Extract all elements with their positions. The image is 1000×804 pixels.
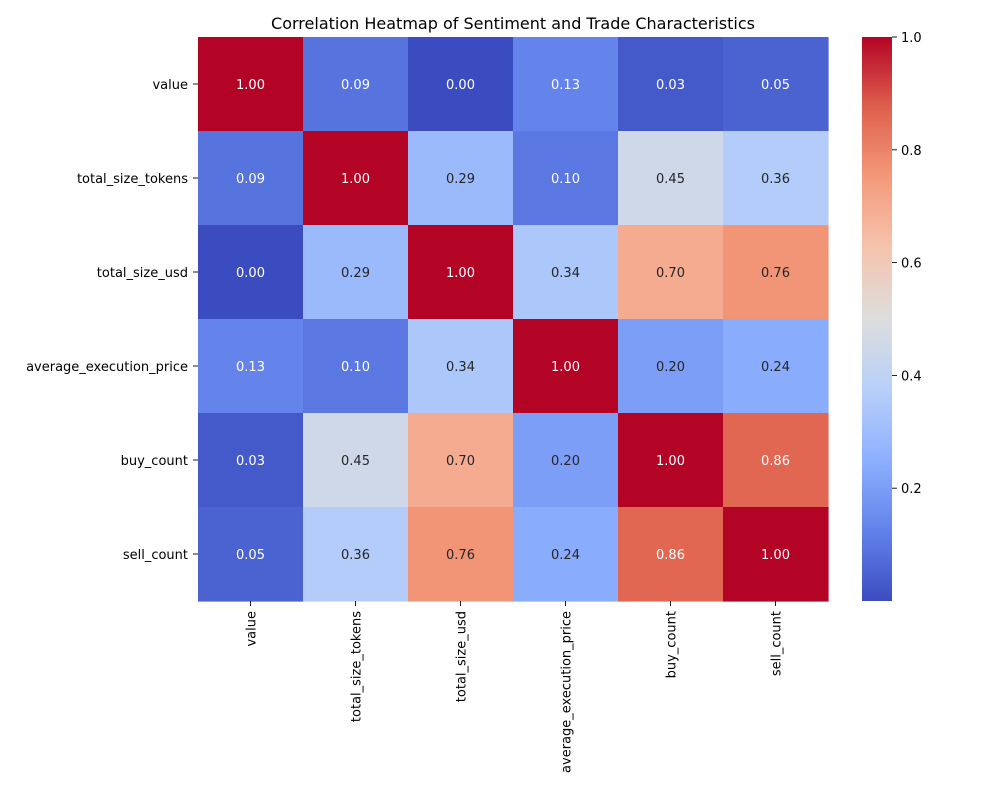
heatmap-cell bbox=[513, 37, 619, 132]
heatmap-cell bbox=[198, 507, 304, 602]
heatmap-cell bbox=[303, 413, 409, 508]
heatmap-cell-label: 0.13 bbox=[551, 78, 580, 93]
colorbar-tick-label: 0.2 bbox=[901, 482, 922, 497]
heatmap-cell bbox=[723, 225, 829, 320]
heatmap-cell-label: 0.24 bbox=[551, 548, 580, 563]
heatmap-cell bbox=[513, 507, 619, 602]
colorbar-tick-label: 1.0 bbox=[901, 31, 922, 46]
heatmap-cell-label: 0.76 bbox=[761, 266, 790, 281]
heatmap-cell bbox=[303, 507, 409, 602]
colorbar-gradient bbox=[862, 37, 892, 601]
heatmap-cell bbox=[408, 37, 514, 132]
heatmap-cell bbox=[513, 131, 619, 226]
heatmap-cell-label: 0.34 bbox=[446, 360, 475, 375]
heatmap-cell-label: 0.70 bbox=[446, 454, 475, 469]
heatmap-cell bbox=[408, 507, 514, 602]
heatmap-cell-label: 0.70 bbox=[656, 266, 685, 281]
column-label: value bbox=[245, 611, 260, 647]
heatmap-cell-label: 0.05 bbox=[761, 78, 790, 93]
heatmap-cell bbox=[723, 131, 829, 226]
heatmap-cell-label: 0.09 bbox=[236, 172, 265, 187]
heatmap-cell bbox=[513, 225, 619, 320]
heatmap-cell bbox=[723, 413, 829, 508]
heatmap-cell-label: 1.00 bbox=[551, 360, 580, 375]
heatmap-cell-label: 0.29 bbox=[341, 266, 370, 281]
heatmap-cell bbox=[198, 319, 304, 414]
heatmap-cell bbox=[408, 319, 514, 414]
heatmap-cell bbox=[723, 507, 829, 602]
row-label: total_size_usd bbox=[97, 266, 188, 281]
heatmap-cell bbox=[618, 37, 724, 132]
heatmap-cell bbox=[618, 319, 724, 414]
heatmap-cell-label: 0.09 bbox=[341, 78, 370, 93]
heatmap-cell-label: 1.00 bbox=[236, 78, 265, 93]
heatmap-cell-label: 0.05 bbox=[236, 548, 265, 563]
colorbar-tick-label: 0.6 bbox=[901, 257, 922, 272]
heatmap-cell bbox=[723, 319, 829, 414]
heatmap-cell bbox=[618, 507, 724, 602]
heatmap-cell-label: 0.29 bbox=[446, 172, 475, 187]
heatmap-cell-label: 0.36 bbox=[761, 172, 790, 187]
heatmap-cell-label: 0.20 bbox=[551, 454, 580, 469]
heatmap-cell bbox=[408, 131, 514, 226]
heatmap-cell-label: 0.24 bbox=[761, 360, 790, 375]
heatmap-cell bbox=[198, 131, 304, 226]
colorbar-tick-label: 0.4 bbox=[901, 369, 922, 384]
heatmap-cell bbox=[408, 413, 514, 508]
heatmap-cell bbox=[303, 319, 409, 414]
colorbar: 0.2 0.4 0.6 0.8 1.0 bbox=[862, 31, 922, 601]
heatmap-cell-labels: 1.00 0.09 0.00 0.13 0.03 0.05 0.09 1.00 0.29 0.10… bbox=[236, 78, 790, 563]
row-label: buy_count bbox=[121, 454, 188, 469]
heatmap-cell-label: 0.20 bbox=[656, 360, 685, 375]
row-label: average_execution_price bbox=[26, 360, 188, 375]
heatmap-cell bbox=[408, 225, 514, 320]
heatmap-cell bbox=[198, 225, 304, 320]
heatmap-cell bbox=[303, 225, 409, 320]
heatmap-cell-label: 0.36 bbox=[341, 548, 370, 563]
heatmap-cell-label: 0.10 bbox=[341, 360, 370, 375]
heatmap-cell bbox=[303, 131, 409, 226]
heatmap-cell-label: 0.86 bbox=[761, 454, 790, 469]
heatmap-cell bbox=[513, 319, 619, 414]
heatmap-cell bbox=[513, 413, 619, 508]
column-label: total_size_tokens bbox=[350, 611, 365, 722]
row-label: total_size_tokens bbox=[77, 172, 188, 187]
column-labels: value total_size_tokens total_size_usd aver… bbox=[245, 601, 785, 773]
heatmap-cell bbox=[198, 413, 304, 508]
heatmap-cell-label: 0.03 bbox=[656, 78, 685, 93]
chart-title: Correlation Heatmap of Sentiment and Tra… bbox=[271, 14, 755, 33]
heatmap-cell-label: 0.34 bbox=[551, 266, 580, 281]
heatmap-cell-label: 0.45 bbox=[341, 454, 370, 469]
heatmap-cell bbox=[198, 37, 304, 132]
column-label: buy_count bbox=[665, 611, 680, 678]
heatmap-cell-label: 0.76 bbox=[446, 548, 475, 563]
heatmap-cell-label: 1.00 bbox=[656, 454, 685, 469]
heatmap-cell-label: 0.13 bbox=[236, 360, 265, 375]
heatmap-cell-label: 1.00 bbox=[761, 548, 790, 563]
heatmap-cell-label: 0.03 bbox=[236, 454, 265, 469]
colorbar-tick-label: 0.8 bbox=[901, 144, 922, 159]
heatmap-cell bbox=[618, 413, 724, 508]
column-label: total_size_usd bbox=[455, 611, 470, 702]
heatmap-cell-label: 0.86 bbox=[656, 548, 685, 563]
heatmap-cell bbox=[618, 225, 724, 320]
heatmap-cell-label: 0.00 bbox=[446, 78, 475, 93]
column-label: average_execution_price bbox=[560, 611, 575, 773]
heatmap-cells bbox=[198, 37, 829, 602]
row-label: value bbox=[152, 78, 188, 93]
heatmap-cell-label: 0.00 bbox=[236, 266, 265, 281]
heatmap-cell-label: 1.00 bbox=[446, 266, 475, 281]
heatmap-cell-label: 0.10 bbox=[551, 172, 580, 187]
heatmap-cell-label: 0.45 bbox=[656, 172, 685, 187]
heatmap-cell-label: 1.00 bbox=[341, 172, 370, 187]
heatmap-cell bbox=[618, 131, 724, 226]
column-label: sell_count bbox=[770, 611, 785, 676]
row-label: sell_count bbox=[123, 548, 188, 563]
row-labels: value total_size_tokens total_size_usdaver… bbox=[26, 78, 198, 563]
heatmap-cell bbox=[303, 37, 409, 132]
heatmap-cell bbox=[723, 37, 829, 132]
